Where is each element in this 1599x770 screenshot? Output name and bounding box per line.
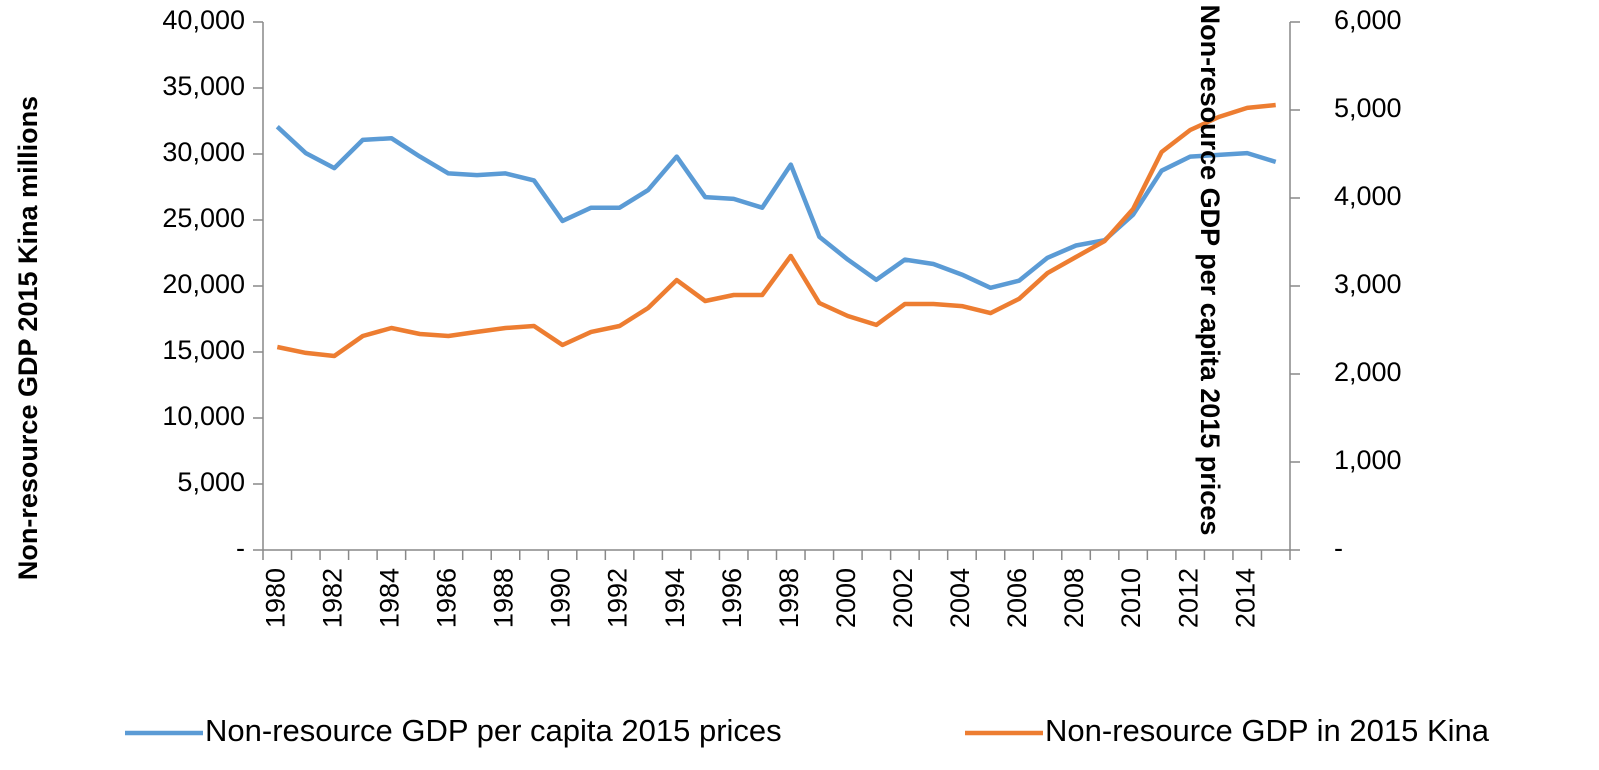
y-tick-label: 10,000 bbox=[162, 401, 245, 431]
x-tick-label: 1984 bbox=[375, 568, 405, 628]
y2-tick-label: 4,000 bbox=[1334, 181, 1402, 211]
legend-label: Non-resource GDP per capita 2015 prices bbox=[205, 713, 782, 748]
y-tick-label: 25,000 bbox=[162, 203, 245, 233]
y-tick-label: 40,000 bbox=[162, 5, 245, 35]
y-tick-label: 35,000 bbox=[162, 71, 245, 101]
x-tick-label: 1992 bbox=[603, 568, 633, 628]
x-tick-label: 1990 bbox=[546, 568, 576, 628]
x-tick-label: 1980 bbox=[260, 568, 290, 628]
y-axis-label: Non-resource GDP 2015 Kina millions bbox=[13, 96, 43, 580]
y-tick-label: 15,000 bbox=[162, 335, 245, 365]
line-series bbox=[276, 102, 1276, 359]
x-tick-label: 2010 bbox=[1116, 568, 1146, 628]
x-tick-label: 2002 bbox=[888, 568, 918, 628]
line-series bbox=[275, 125, 1277, 291]
y2-tick-label: 3,000 bbox=[1334, 269, 1402, 299]
y2-tick-label: - bbox=[1334, 533, 1343, 563]
x-tick-label: 1988 bbox=[489, 568, 519, 628]
y-tick-label: 30,000 bbox=[162, 137, 245, 167]
y-tick-label: - bbox=[236, 533, 245, 563]
x-tick-label: 1982 bbox=[317, 568, 347, 628]
x-tick-label: 2012 bbox=[1173, 568, 1203, 628]
x-tick-label: 1986 bbox=[432, 568, 462, 628]
x-tick-label: 2006 bbox=[1002, 568, 1032, 628]
y2-tick-label: 5,000 bbox=[1334, 93, 1402, 123]
y2-axis-label: Non-resource GDP per capita 2015 prices bbox=[1195, 4, 1225, 536]
x-tick-label: 1998 bbox=[774, 568, 804, 628]
x-tick-label: 2008 bbox=[1059, 568, 1089, 628]
x-tick-label: 1996 bbox=[717, 568, 747, 628]
x-tick-label: 2004 bbox=[945, 568, 975, 628]
y-tick-label: 20,000 bbox=[162, 269, 245, 299]
x-tick-label: 2014 bbox=[1230, 568, 1260, 628]
x-tick-label: 1994 bbox=[660, 568, 690, 628]
x-tick-label: 2000 bbox=[831, 568, 861, 628]
y-tick-label: 5,000 bbox=[177, 467, 245, 497]
y2-tick-label: 2,000 bbox=[1334, 357, 1402, 387]
y2-tick-label: 6,000 bbox=[1334, 5, 1402, 35]
legend-label: Non-resource GDP in 2015 Kina bbox=[1045, 713, 1490, 748]
y2-tick-label: 1,000 bbox=[1334, 445, 1402, 475]
